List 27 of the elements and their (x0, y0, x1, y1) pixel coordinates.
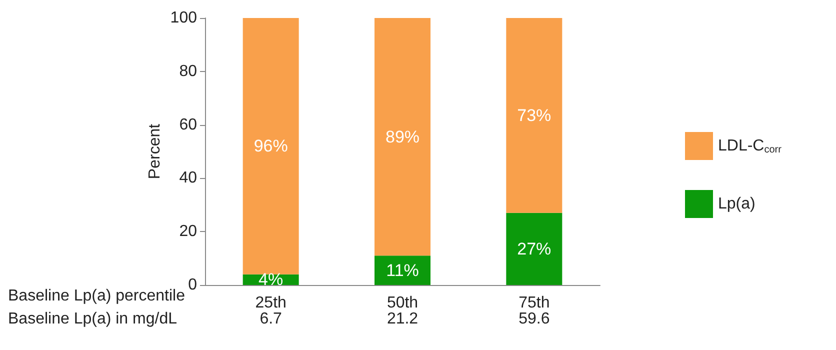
bar (374, 256, 430, 285)
x-tick-label: 50th (386, 294, 418, 312)
bar (242, 18, 299, 274)
bar (374, 18, 430, 256)
legend-label: Lp(a) (718, 196, 756, 212)
x-tick-label: 25th (255, 294, 286, 312)
y-axis-title: Percent (146, 123, 164, 180)
text: 59.6 (518, 310, 550, 328)
y-tick-label: 0 (188, 276, 198, 294)
x-tick-label: 75th (518, 294, 550, 312)
data-label: 73% (517, 106, 552, 125)
y-tick-label: 100 (170, 10, 198, 26)
text: 21.2 (386, 310, 418, 328)
y-tick-label: 60 (179, 116, 198, 134)
y-tick-label: 40 (179, 170, 198, 187)
data-label: 89% (385, 127, 420, 146)
data-label: 27% (517, 239, 552, 258)
y-tick-label: 20 (179, 223, 198, 240)
text: 6.7 (260, 310, 282, 328)
bar (506, 212, 562, 285)
data-label: 4% (258, 270, 284, 290)
data-label: 96% (254, 136, 288, 156)
y-tick-label: 80 (179, 62, 198, 80)
text: Baseline Lp(a) percentile (8, 288, 186, 304)
text: Baseline Lp(a) in mg/dL (8, 310, 178, 328)
bar (506, 18, 562, 213)
data-label: 11% (386, 260, 419, 280)
